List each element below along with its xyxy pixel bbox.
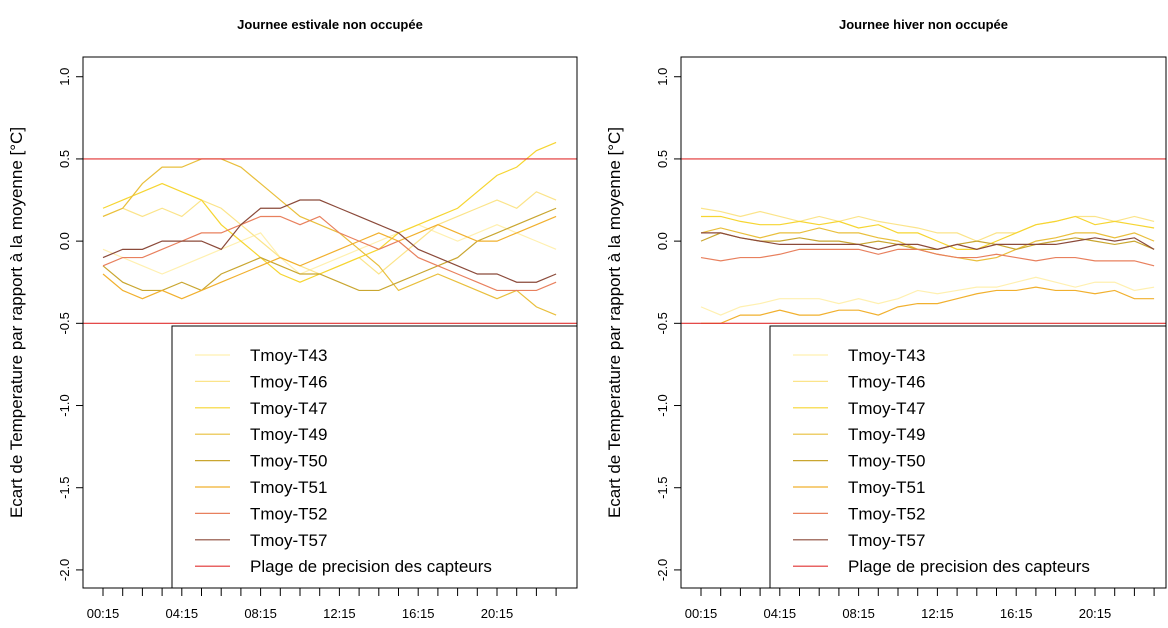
series-line (701, 215, 1155, 250)
series-line (102, 158, 557, 316)
plot-area (83, 141, 577, 324)
series-line (102, 141, 557, 283)
legend-label: Tmoy-T57 (848, 531, 925, 550)
chart-title: Journee hiver non occupée (839, 17, 1008, 32)
legend-label: Tmoy-T50 (250, 452, 327, 471)
legend-label: Tmoy-T51 (848, 478, 925, 497)
x-tick-label: 04:15 (764, 606, 797, 621)
y-tick-label: -0.5 (57, 312, 72, 334)
series-line (102, 207, 557, 292)
y-tick-label: 1.0 (57, 68, 72, 86)
y-tick-label: 0.0 (655, 232, 670, 250)
legend-label: Tmoy-T52 (250, 504, 327, 523)
x-tick-label: 04:15 (166, 606, 199, 621)
legend-label: Tmoy-T46 (250, 372, 327, 391)
legend-label: Tmoy-T43 (250, 346, 327, 365)
legend-label: Plage de precision des capteurs (848, 557, 1090, 576)
x-tick-label: 00:15 (685, 606, 718, 621)
legend-box (171, 325, 578, 589)
x-tick-label: 16:15 (1000, 606, 1033, 621)
y-tick-label: -1.5 (655, 477, 670, 499)
legend-label: Tmoy-T49 (848, 425, 925, 444)
legend-label: Tmoy-T52 (848, 504, 925, 523)
plot-area (681, 158, 1166, 324)
series-line (102, 215, 557, 292)
x-tick-label: 12:15 (921, 606, 954, 621)
y-tick-label: -2.0 (57, 559, 72, 581)
legend-box (769, 325, 1167, 589)
chart-title: Journee estivale non occupée (237, 17, 423, 32)
plot-box (680, 56, 1167, 589)
series-line (102, 224, 557, 275)
y-tick-label: -2.0 (655, 559, 670, 581)
y-tick-label: 0.5 (655, 150, 670, 168)
series-line (701, 232, 1155, 250)
series-line (701, 286, 1155, 324)
legend-label: Tmoy-T51 (250, 478, 327, 497)
x-tick-label: 20:15 (1079, 606, 1112, 621)
series-line (102, 215, 557, 300)
x-tick-label: 08:15 (244, 606, 277, 621)
y-tick-label: 1.0 (655, 68, 670, 86)
x-tick-label: 20:15 (481, 606, 514, 621)
y-tick-label: -1.5 (57, 477, 72, 499)
y-tick-label: -1.0 (655, 394, 670, 416)
plot-box (82, 56, 578, 589)
series-line (102, 199, 557, 283)
y-tick-label: -1.0 (57, 394, 72, 416)
series-line (700, 248, 1155, 267)
x-tick-label: 16:15 (402, 606, 435, 621)
legend-label: Tmoy-T47 (848, 399, 925, 418)
legend-label: Tmoy-T50 (848, 452, 925, 471)
x-tick-label: 12:15 (323, 606, 356, 621)
x-tick-label: 00:15 (87, 606, 120, 621)
panel: Journee estivale non occupée Ecart de Tem… (7, 17, 578, 621)
legend-label: Tmoy-T57 (250, 531, 327, 550)
legend-label: Plage de precision des capteurs (250, 557, 492, 576)
y-tick-label: 0.5 (57, 150, 72, 168)
legend-label: Tmoy-T49 (250, 425, 327, 444)
y-tick-label: 0.0 (57, 232, 72, 250)
series-line (700, 207, 1155, 242)
x-tick-label: 08:15 (842, 606, 875, 621)
y-axis-label: Ecart de Temperature par rapport à la mo… (605, 127, 624, 518)
series-line (700, 232, 1155, 250)
panel: Journee hiver non occupée Ecart de Temper… (605, 17, 1167, 621)
series-line (700, 276, 1155, 316)
y-tick-label: -0.5 (655, 312, 670, 334)
legend-label: Tmoy-T43 (848, 346, 925, 365)
legend-label: Tmoy-T46 (848, 372, 925, 391)
legend-label: Tmoy-T47 (250, 399, 327, 418)
y-axis-label: Ecart de Temperature par rapport à la mo… (7, 127, 26, 518)
